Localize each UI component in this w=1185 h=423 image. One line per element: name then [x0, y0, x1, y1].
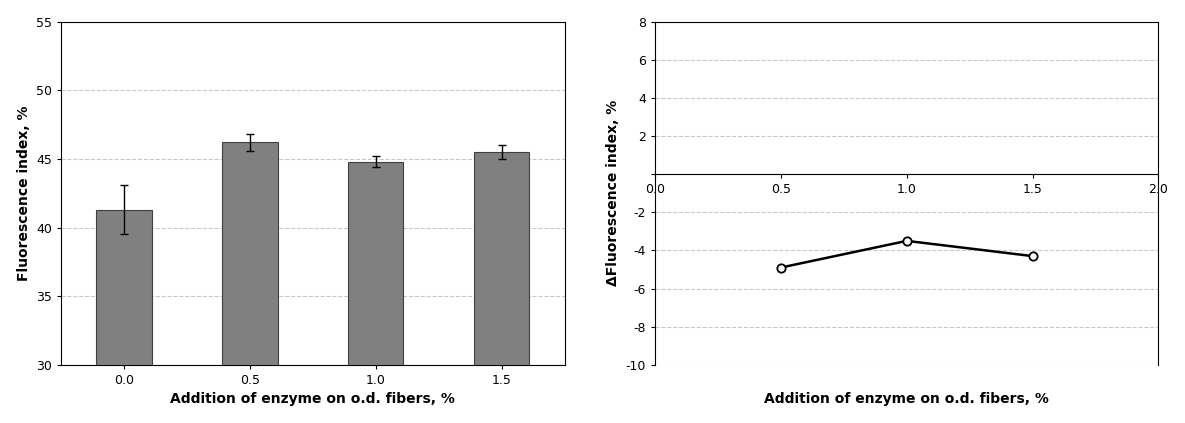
Y-axis label: Fluorescence index, %: Fluorescence index, % [17, 105, 31, 281]
Bar [348, 162, 403, 423]
X-axis label: Addition of enzyme on o.d. fibers, %: Addition of enzyme on o.d. fibers, % [764, 392, 1049, 406]
Bar [96, 210, 152, 423]
Bar [474, 152, 530, 423]
X-axis label: Addition of enzyme on o.d. fibers, %: Addition of enzyme on o.d. fibers, % [171, 393, 455, 407]
Y-axis label: ΔFluorescence index, %: ΔFluorescence index, % [607, 100, 620, 286]
Bar [223, 143, 277, 423]
